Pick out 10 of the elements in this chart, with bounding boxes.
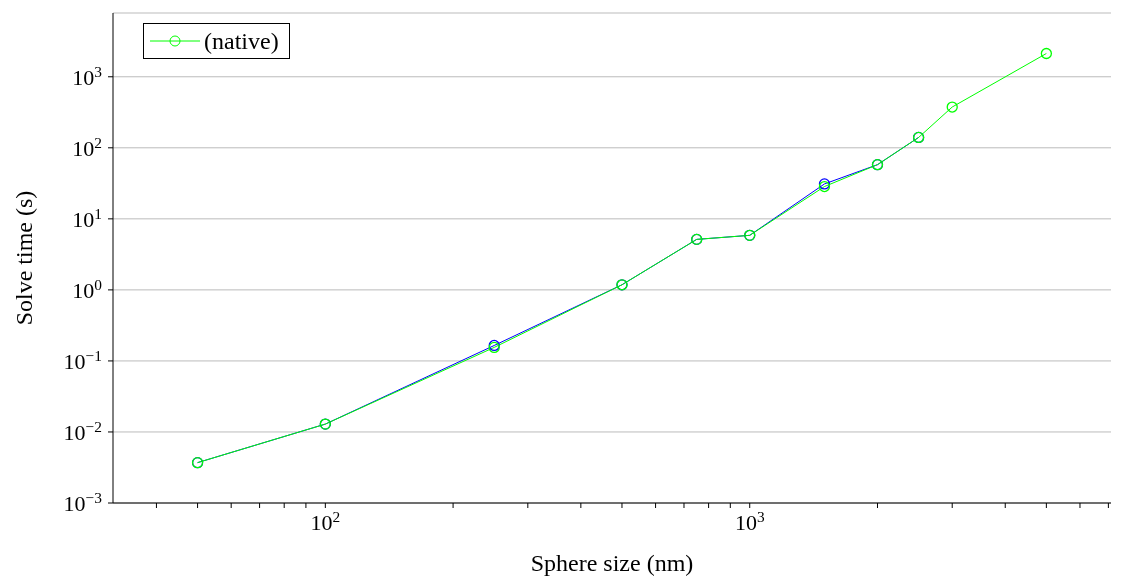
y-tick-label: 10$^{−2}$ [63, 417, 102, 445]
x-axis-title: Sphere size (nm) [530, 550, 694, 576]
y-tick-label: 10$^{1}$ [72, 204, 102, 232]
y-tick-label: 10$^{−1}$ [63, 346, 102, 374]
y-tick-label: 10$^{2}$ [72, 133, 102, 161]
legend-label: (native) [204, 27, 279, 55]
y-tick-label: 10$^{0}$ [72, 275, 103, 303]
y-axis-title: Solve time (s) [10, 190, 37, 326]
y-tick-label: 10$^{−3}$ [63, 488, 103, 516]
y-tick-label: 10$^{3}$ [72, 62, 103, 90]
